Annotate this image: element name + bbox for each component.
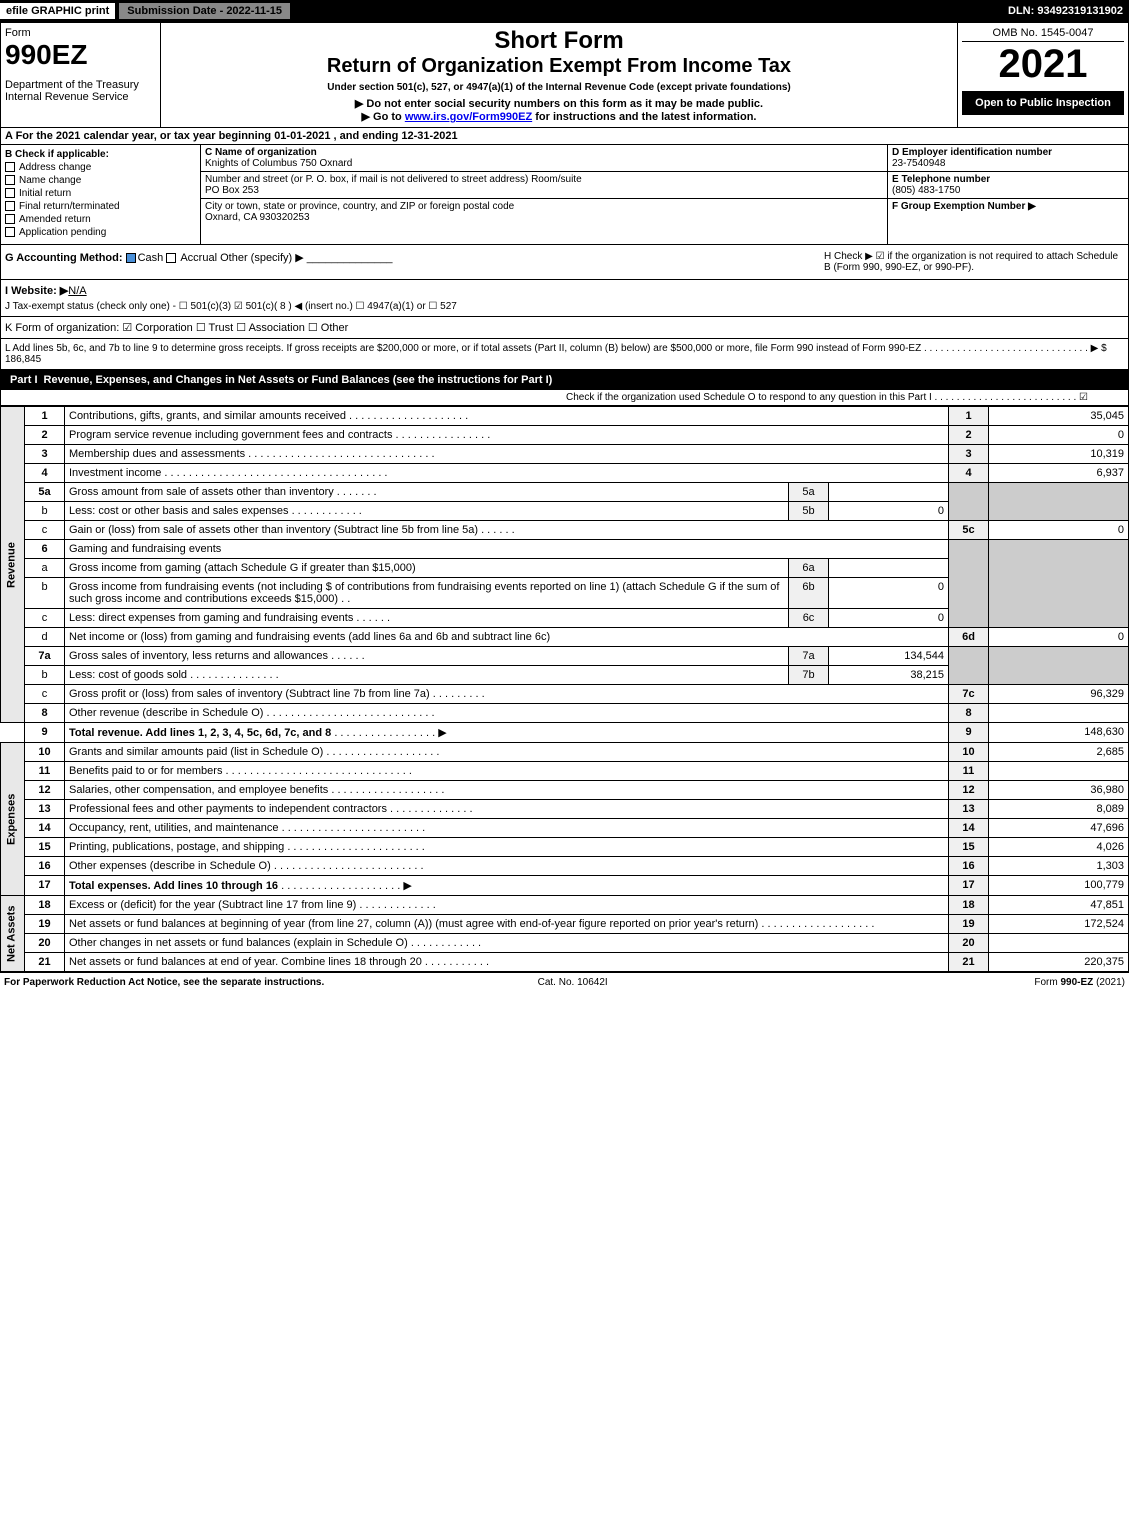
chk-amended[interactable]: Amended return xyxy=(5,214,196,225)
d-ein-label: D Employer identification number xyxy=(892,147,1052,158)
submission-date: Submission Date - 2022-11-15 xyxy=(119,3,290,19)
section-a: A For the 2021 calendar year, or tax yea… xyxy=(0,128,1129,145)
part1-check: Check if the organization used Schedule … xyxy=(0,390,1129,406)
chk-cash[interactable] xyxy=(126,253,136,263)
chk-accrual[interactable] xyxy=(166,253,176,263)
b-label: B Check if applicable: xyxy=(5,149,196,160)
omb-number: OMB No. 1545-0047 xyxy=(962,27,1124,42)
part1-header: Part I Revenue, Expenses, and Changes in… xyxy=(0,370,1129,390)
section-ij: I Website: ▶N/A J Tax-exempt status (che… xyxy=(0,280,1129,317)
dept-label: Department of the Treasury Internal Reve… xyxy=(5,79,156,103)
e-tel-label: E Telephone number xyxy=(892,174,990,185)
part1-label: Part I xyxy=(4,374,44,386)
part1-table: Revenue 1Contributions, gifts, grants, a… xyxy=(0,406,1129,972)
header-bar: efile GRAPHIC print Submission Date - 20… xyxy=(0,0,1129,22)
form-number: 990EZ xyxy=(5,39,156,71)
chk-name[interactable]: Name change xyxy=(5,175,196,186)
org-name: Knights of Columbus 750 Oxnard xyxy=(205,158,352,169)
org-city: Oxnard, CA 930320253 xyxy=(205,212,310,223)
c-city-label: City or town, state or province, country… xyxy=(205,201,514,212)
irs-link[interactable]: www.irs.gov/Form990EZ xyxy=(405,111,532,123)
revenue-sidebar: Revenue xyxy=(1,407,25,723)
expenses-sidebar: Expenses xyxy=(1,743,25,896)
ein: 23-7540948 xyxy=(892,158,945,169)
l-text: L Add lines 5b, 6c, and 7b to line 9 to … xyxy=(5,343,1098,354)
footer-cat: Cat. No. 10642I xyxy=(538,977,608,988)
c-street-label: Number and street (or P. O. box, if mail… xyxy=(205,174,582,185)
website-val: N/A xyxy=(68,285,86,297)
short-form-title: Short Form xyxy=(165,27,953,55)
org-street: PO Box 253 xyxy=(205,185,259,196)
return-title: Return of Organization Exempt From Incom… xyxy=(165,55,953,78)
g-label: G Accounting Method: xyxy=(5,252,123,264)
j-text: J Tax-exempt status (check only one) - ☐… xyxy=(5,301,1124,312)
chk-initial[interactable]: Initial return xyxy=(5,188,196,199)
footer-left: For Paperwork Reduction Act Notice, see … xyxy=(4,977,324,988)
ssn-warning: ▶ Do not enter social security numbers o… xyxy=(165,97,953,110)
section-l: L Add lines 5b, 6c, and 7b to line 9 to … xyxy=(0,339,1129,370)
footer-right: Form 990-EZ (2021) xyxy=(1034,977,1125,988)
page-footer: For Paperwork Reduction Act Notice, see … xyxy=(0,972,1129,992)
section-k: K Form of organization: ☑ Corporation ☐ … xyxy=(0,317,1129,339)
chk-address[interactable]: Address change xyxy=(5,162,196,173)
title-block: Form 990EZ Department of the Treasury In… xyxy=(0,22,1129,128)
part1-title: Revenue, Expenses, and Changes in Net As… xyxy=(44,374,553,386)
netassets-sidebar: Net Assets xyxy=(1,896,25,972)
f-grp-label: F Group Exemption Number ▶ xyxy=(892,201,1036,212)
subtitle: Under section 501(c), 527, or 4947(a)(1)… xyxy=(165,82,953,93)
efile-label[interactable]: efile GRAPHIC print xyxy=(0,3,115,19)
telephone: (805) 483-1750 xyxy=(892,185,960,196)
chk-final[interactable]: Final return/terminated xyxy=(5,201,196,212)
c-name-label: C Name of organization xyxy=(205,147,317,158)
dln: DLN: 93492319131902 xyxy=(1008,5,1129,17)
i-label: I Website: ▶ xyxy=(5,285,68,297)
chk-pending[interactable]: Application pending xyxy=(5,227,196,238)
tax-year: 2021 xyxy=(962,42,1124,87)
section-gh: G Accounting Method: Cash Accrual Other … xyxy=(0,245,1129,280)
open-inspection: Open to Public Inspection xyxy=(962,91,1124,115)
h-text: H Check ▶ ☑ if the organization is not r… xyxy=(824,251,1124,273)
goto-link[interactable]: ▶ Go to www.irs.gov/Form990EZ for instru… xyxy=(165,110,953,123)
form-label: Form xyxy=(5,27,156,39)
section-bcdef: B Check if applicable: Address change Na… xyxy=(0,145,1129,245)
